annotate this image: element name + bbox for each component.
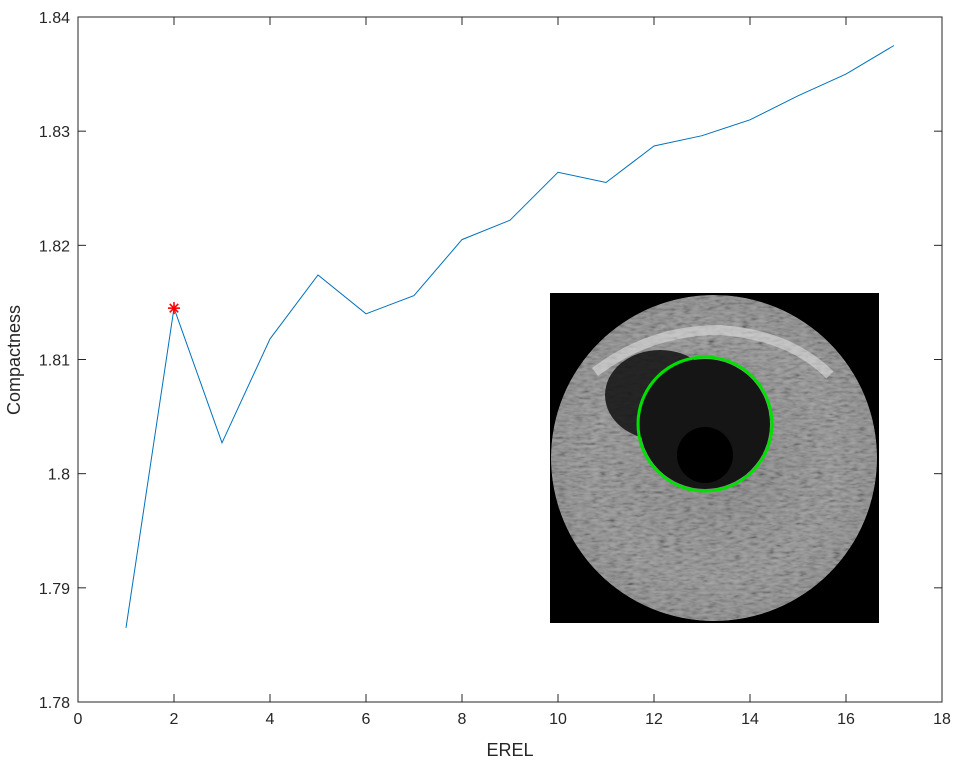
x-tick-label: 16	[837, 711, 855, 728]
axis-ticks	[77, 16, 943, 703]
y-tick-label: 1.79	[39, 581, 70, 598]
x-tick-label: 14	[741, 711, 759, 728]
y-tick-label: 1.83	[39, 124, 70, 141]
asterisk-stroke	[169, 303, 179, 313]
x-tick-label: 18	[933, 711, 951, 728]
ultrasound-inset-image	[550, 293, 879, 623]
y-tick-label: 1.78	[39, 695, 70, 712]
lumen-contour-circle	[636, 355, 774, 493]
x-tick-label: 2	[170, 711, 179, 728]
x-tick-label: 0	[74, 711, 83, 728]
x-tick-label: 10	[549, 711, 567, 728]
y-tick-label: 1.82	[39, 238, 70, 255]
x-tick-label: 12	[645, 711, 663, 728]
y-tick-label: 1.8	[48, 467, 70, 484]
y-tick-label: 1.81	[39, 353, 70, 370]
x-tick-label: 6	[362, 711, 371, 728]
y-axis-label: Compactness	[4, 305, 24, 415]
y-tick-label: 1.84	[39, 10, 70, 27]
x-tick-label: 8	[458, 711, 467, 728]
x-axis-label: EREL	[486, 740, 533, 760]
series-line	[125, 45, 895, 628]
x-tick-label: 4	[266, 711, 275, 728]
highlight-asterisk-marker	[168, 302, 180, 315]
axis-tick-labels: 0 2 4 6 8 10 12 14 16 18 1.78 1.79 1.8 1.81 1.82 1.83 1.…	[39, 10, 951, 728]
